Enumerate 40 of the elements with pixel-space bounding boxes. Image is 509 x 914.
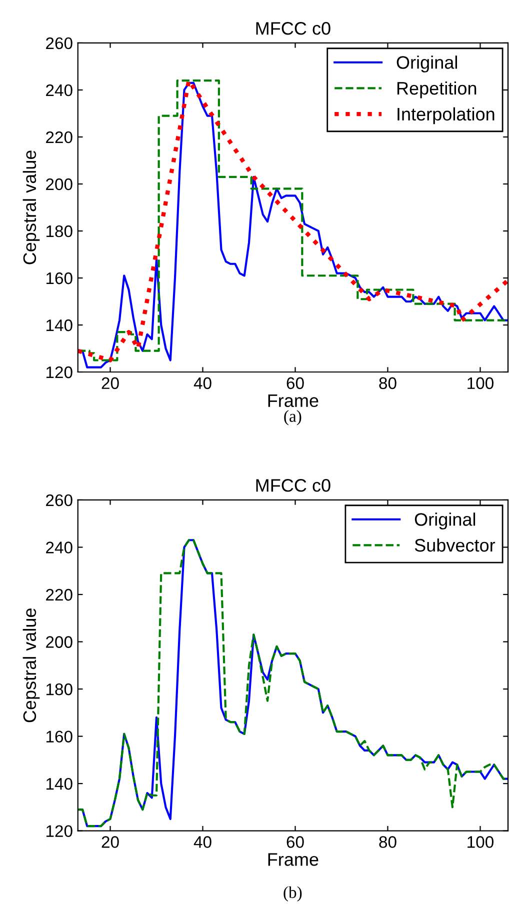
y-tick-label: 200: [46, 636, 72, 648]
legend-label: Interpolation: [398, 107, 494, 124]
y-tick-label: 140: [46, 778, 72, 790]
y-tick-label: 200: [46, 178, 72, 190]
y-tick-label: 180: [46, 225, 72, 238]
chart-title: MFCC c0: [256, 22, 330, 35]
x-tick-label: 100: [468, 377, 494, 390]
x-tick-label: 100: [468, 836, 494, 848]
y-tick-label: 260: [46, 37, 72, 50]
text: (b): [284, 886, 302, 902]
x-axis-title: Frame: [268, 394, 318, 408]
x-tick-label: 80: [379, 836, 396, 848]
y-tick-label: 240: [46, 542, 72, 554]
y-tick-label: 260: [46, 494, 72, 506]
legend-label: Repetition: [397, 81, 476, 98]
legend-label: Original: [396, 56, 457, 72]
y-tick-label: 140: [46, 319, 72, 332]
y-tick-label: 240: [46, 84, 72, 96]
legend-label: Original: [414, 512, 476, 530]
legend-label: Subvector: [414, 538, 496, 552]
y-axis-title: Cepstral value: [22, 608, 40, 722]
y-tick-label: 120: [46, 366, 72, 378]
y-tick-label: 220: [46, 588, 72, 601]
x-axis-title: Frame: [268, 853, 318, 866]
y-tick-label: 180: [46, 683, 72, 696]
y-tick-label: 160: [46, 272, 72, 284]
y-tick-label: 120: [46, 825, 72, 838]
chart-title: MFCC c0: [256, 479, 330, 492]
text: (a): [284, 410, 302, 426]
y-tick-label: 220: [46, 131, 72, 144]
x-tick-label: 20: [102, 377, 119, 390]
x-tick-label: 60: [286, 377, 304, 390]
x-tick-label: 20: [102, 836, 119, 848]
x-tick-label: 60: [286, 836, 304, 848]
y-axis-title: Cepstral value: [22, 150, 40, 264]
x-tick-label: 40: [194, 836, 212, 848]
x-tick-label: 80: [379, 377, 396, 390]
x-tick-label: 40: [194, 377, 212, 390]
y-tick-label: 160: [46, 730, 72, 742]
line-series: [78, 539, 508, 828]
